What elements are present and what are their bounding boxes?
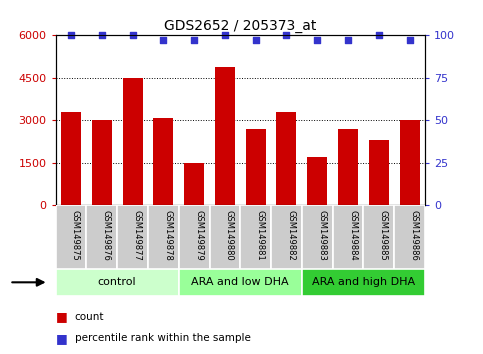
Point bbox=[190, 38, 198, 43]
Bar bbox=[240, 205, 271, 269]
Text: GSM149879: GSM149879 bbox=[194, 210, 203, 261]
Bar bbox=[307, 157, 327, 205]
Text: ARA and high DHA: ARA and high DHA bbox=[312, 277, 415, 287]
Text: GSM149878: GSM149878 bbox=[163, 210, 172, 261]
Point bbox=[283, 33, 290, 38]
Bar bbox=[61, 112, 81, 205]
Bar bbox=[271, 205, 302, 269]
Bar bbox=[148, 205, 179, 269]
Bar bbox=[369, 140, 389, 205]
Bar bbox=[184, 163, 204, 205]
Bar bbox=[215, 67, 235, 205]
Text: GSM149885: GSM149885 bbox=[379, 210, 388, 261]
Point bbox=[406, 38, 413, 43]
Text: GSM149884: GSM149884 bbox=[348, 210, 357, 261]
Text: control: control bbox=[98, 277, 136, 287]
Text: GSM149886: GSM149886 bbox=[410, 210, 419, 261]
Point bbox=[313, 38, 321, 43]
Text: GSM149877: GSM149877 bbox=[132, 210, 142, 261]
Text: GSM149881: GSM149881 bbox=[256, 210, 265, 261]
Bar bbox=[399, 120, 420, 205]
Bar bbox=[86, 205, 117, 269]
Text: GSM149876: GSM149876 bbox=[102, 210, 111, 261]
Point bbox=[98, 33, 106, 38]
Bar bbox=[123, 78, 142, 205]
Point bbox=[344, 38, 352, 43]
Bar bbox=[56, 269, 179, 296]
Text: GSM149883: GSM149883 bbox=[317, 210, 327, 261]
Text: ■: ■ bbox=[56, 310, 67, 323]
Text: percentile rank within the sample: percentile rank within the sample bbox=[75, 333, 251, 343]
Text: GSM149880: GSM149880 bbox=[225, 210, 234, 261]
Bar bbox=[92, 120, 112, 205]
Bar bbox=[302, 205, 333, 269]
Bar bbox=[302, 269, 425, 296]
Bar bbox=[338, 129, 358, 205]
Title: GDS2652 / 205373_at: GDS2652 / 205373_at bbox=[164, 19, 316, 33]
Point bbox=[67, 33, 75, 38]
Bar bbox=[364, 205, 394, 269]
Bar bbox=[153, 118, 173, 205]
Text: ■: ■ bbox=[56, 332, 67, 344]
Point bbox=[128, 33, 136, 38]
Text: GSM149882: GSM149882 bbox=[286, 210, 296, 261]
Bar bbox=[179, 205, 210, 269]
Text: count: count bbox=[75, 312, 104, 322]
Bar bbox=[333, 205, 364, 269]
Bar bbox=[117, 205, 148, 269]
Bar bbox=[276, 112, 297, 205]
Point bbox=[159, 38, 167, 43]
Bar bbox=[246, 129, 266, 205]
Bar bbox=[210, 205, 240, 269]
Point bbox=[252, 38, 259, 43]
Text: GSM149875: GSM149875 bbox=[71, 210, 80, 261]
Bar bbox=[394, 205, 425, 269]
Text: ARA and low DHA: ARA and low DHA bbox=[191, 277, 289, 287]
Bar bbox=[179, 269, 302, 296]
Point bbox=[375, 33, 383, 38]
Point bbox=[221, 33, 229, 38]
Bar bbox=[56, 205, 86, 269]
